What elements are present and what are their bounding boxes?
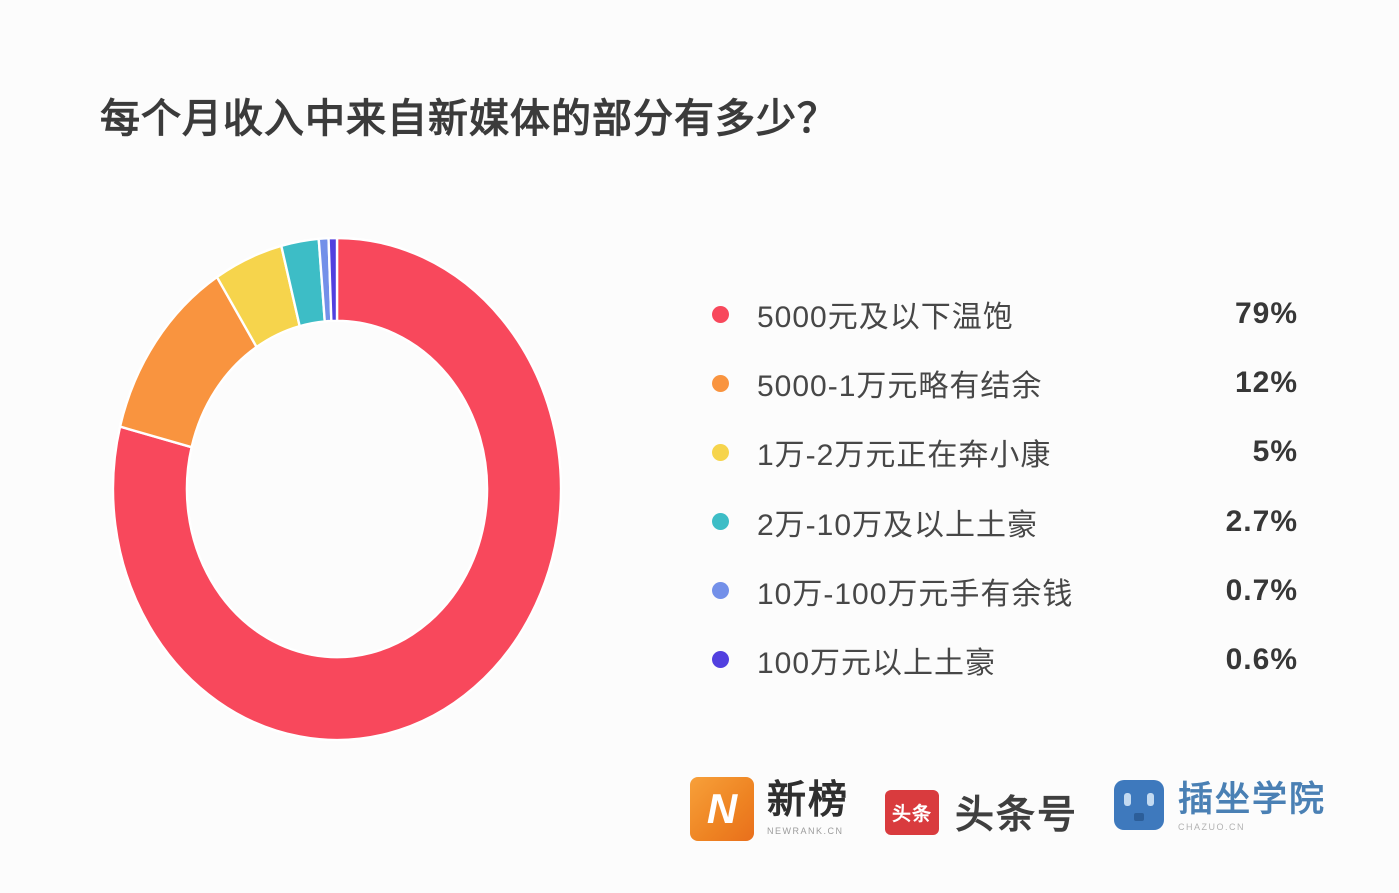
footer-logos: N 新榜 NEWRANK.CN 头条 头条号 插坐学院 CHAZUO.CN bbox=[690, 774, 1326, 841]
newrank-text-block: 新榜 NEWRANK.CN bbox=[767, 781, 849, 841]
legend-dot bbox=[712, 443, 729, 461]
legend-value: 0.7% bbox=[1225, 573, 1298, 607]
toutiao-name: 头条号 bbox=[955, 794, 1079, 837]
chazuo-face-icon bbox=[1114, 780, 1165, 830]
donut-slices bbox=[113, 238, 561, 740]
legend-dot bbox=[712, 651, 729, 669]
newrank-name: 新榜 bbox=[767, 779, 850, 822]
legend-dot bbox=[712, 374, 729, 392]
legend-dot bbox=[712, 513, 729, 531]
toutiao-logo: 头条 头条号 bbox=[885, 784, 1078, 840]
newrank-logo: N 新榜 NEWRANK.CN bbox=[690, 774, 849, 841]
newrank-icon: N bbox=[690, 777, 754, 841]
toutiao-icon: 头条 bbox=[885, 789, 940, 835]
legend-label: 5000-1万元略有结余 bbox=[757, 370, 1043, 404]
chazuo-text-block: 插坐学院 CHAZUO.CN bbox=[1178, 782, 1326, 832]
chart-title: 每个月收入中来自新媒体的部分有多少？ bbox=[100, 97, 838, 141]
legend-label: 2万-10万及以上土豪 bbox=[757, 508, 1039, 542]
chazuo-eye-left bbox=[1124, 793, 1132, 806]
chart-legend: 5000元及以下温饱 79% 5000-1万元略有结余 12% 1万-2万元正在… bbox=[712, 293, 1298, 681]
legend-value: 0.6% bbox=[1225, 642, 1298, 676]
legend-value: 79% bbox=[1234, 297, 1298, 330]
legend-item: 5000元及以下温饱 79% bbox=[712, 293, 1298, 335]
legend-item: 10万-100万元手有余钱 0.7% bbox=[712, 570, 1298, 612]
legend-label: 10万-100万元手有余钱 bbox=[757, 577, 1074, 611]
legend-label: 1万-2万元正在奔小康 bbox=[757, 439, 1052, 473]
legend-item: 5000-1万元略有结余 12% bbox=[712, 362, 1298, 404]
legend-label: 5000元及以下温饱 bbox=[757, 301, 1014, 334]
legend-label: 100万元以上土豪 bbox=[757, 646, 997, 680]
chazuo-logo: 插坐学院 CHAZUO.CN bbox=[1114, 780, 1326, 832]
legend-dot bbox=[712, 305, 729, 323]
legend-item: 1万-2万元正在奔小康 5% bbox=[712, 431, 1298, 473]
newrank-icon-letter: N bbox=[706, 785, 738, 832]
legend-item: 2万-10万及以上土豪 2.7% bbox=[712, 501, 1298, 543]
legend-item: 100万元以上土豪 0.6% bbox=[712, 639, 1298, 681]
legend-value: 2.7% bbox=[1225, 504, 1298, 538]
chazuo-eye-right bbox=[1147, 793, 1155, 806]
legend-value: 12% bbox=[1234, 366, 1298, 400]
chazuo-mouth bbox=[1134, 813, 1145, 821]
newrank-url: NEWRANK.CN bbox=[767, 826, 844, 836]
donut-slice-0 bbox=[113, 238, 561, 740]
donut-slice-5 bbox=[329, 238, 337, 321]
chazuo-name: 插坐学院 bbox=[1178, 780, 1327, 819]
chazuo-url: CHAZUO.CN bbox=[1178, 822, 1246, 832]
legend-dot bbox=[712, 582, 729, 600]
donut-chart bbox=[108, 230, 566, 748]
legend-value: 5% bbox=[1252, 435, 1298, 469]
